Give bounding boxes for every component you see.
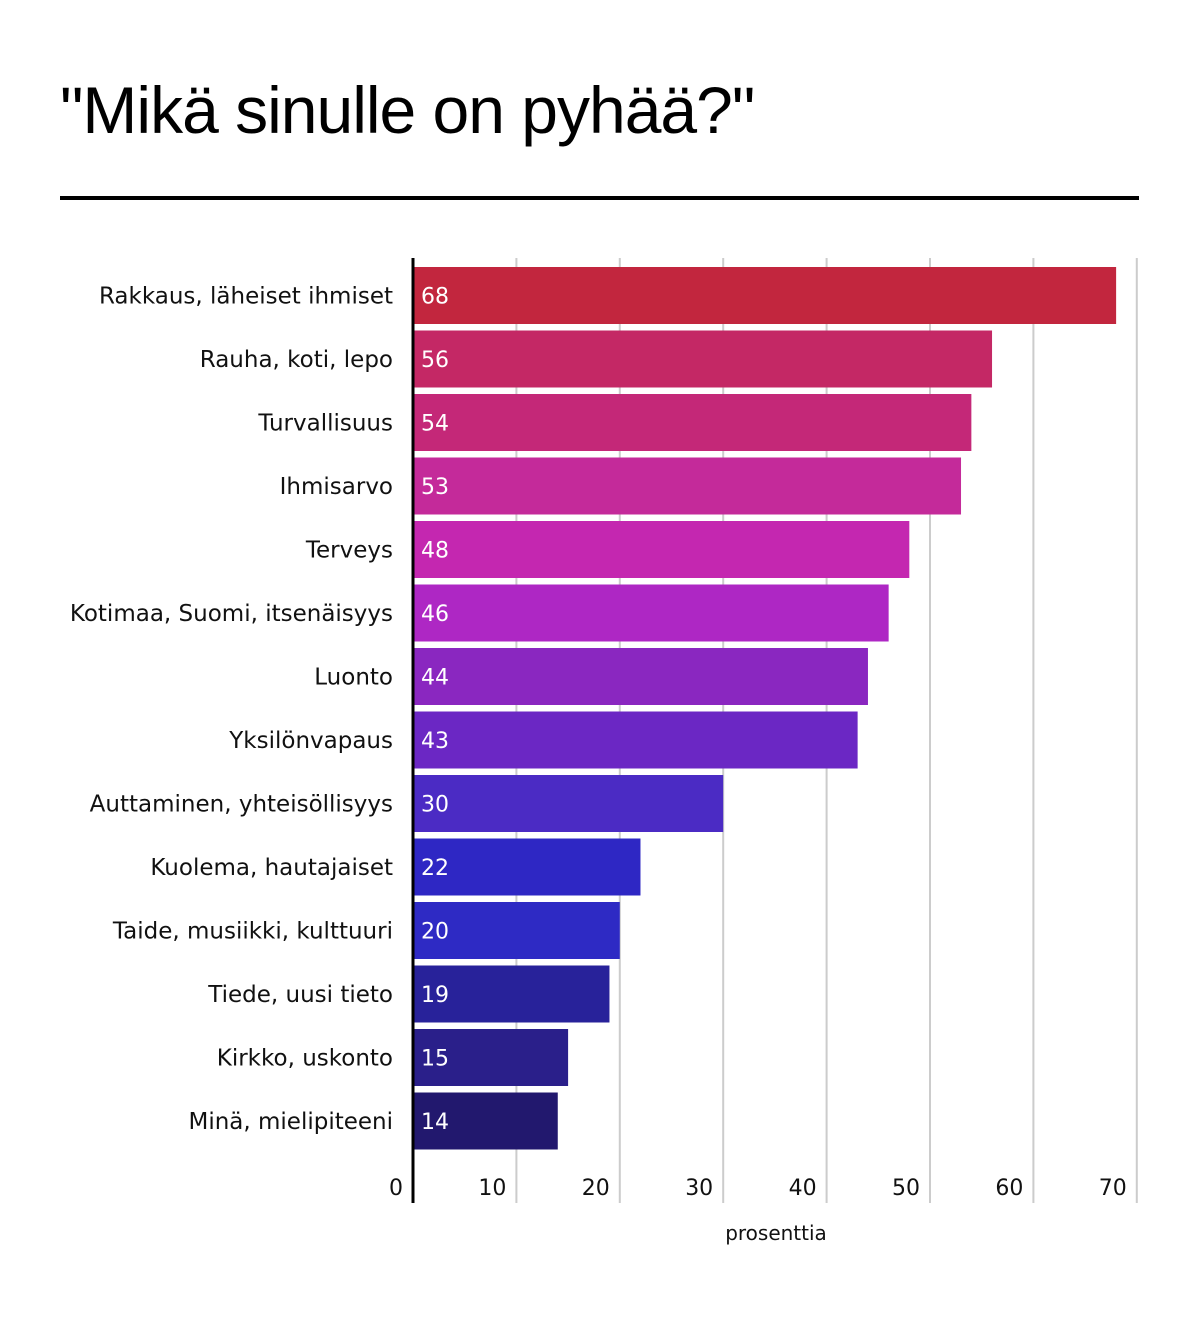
x-tick-label: 20	[582, 1176, 610, 1201]
data-label: 43	[421, 729, 449, 754]
bar	[413, 521, 910, 578]
bar	[413, 1029, 569, 1086]
x-tick-label: 40	[789, 1176, 817, 1201]
data-label: 30	[421, 793, 449, 818]
x-tick-label: 10	[478, 1176, 506, 1201]
bar	[413, 267, 1117, 324]
bar	[413, 330, 993, 388]
category-label: Taide, musiikki, kulttuuri	[112, 919, 393, 945]
bar	[413, 584, 889, 642]
data-label: 48	[421, 539, 449, 564]
x-tick-label: 70	[1099, 1176, 1127, 1201]
category-label: Kotimaa, Suomi, itsenäisyys	[70, 601, 393, 627]
x-axis-title: prosenttia	[725, 1221, 827, 1245]
x-tick-label: 0	[389, 1176, 403, 1201]
category-label: Tiede, uusi tieto	[207, 982, 393, 1008]
bar	[413, 838, 641, 896]
bar	[413, 1092, 558, 1150]
category-label: Yksilönvapaus	[228, 728, 393, 754]
bar	[413, 902, 620, 959]
data-label: 53	[421, 475, 449, 500]
category-label: Rakkaus, läheiset ihmiset	[99, 284, 393, 310]
category-label: Kuolema, hautajaiset	[150, 855, 393, 881]
bar	[413, 775, 724, 832]
category-label: Auttaminen, yhteisöllisyys	[90, 792, 393, 818]
data-label: 68	[421, 285, 449, 310]
category-label: Kirkko, uskonto	[217, 1046, 393, 1072]
bar	[413, 965, 610, 1023]
data-label: 44	[421, 666, 449, 691]
category-label: Rauha, koti, lepo	[200, 347, 393, 373]
x-tick-label: 60	[995, 1176, 1023, 1201]
bar-chart: 68 Rakkaus, läheiset ihmiset 56 Rauha, koti…	[70, 258, 1138, 1245]
category-label: Turvallisuus	[257, 411, 393, 437]
category-label: Luonto	[314, 665, 393, 691]
bar	[413, 457, 962, 515]
data-label: 20	[421, 920, 449, 945]
bar	[413, 648, 868, 705]
category-label: Ihmisarvo	[280, 474, 393, 500]
x-tick-label: 50	[892, 1176, 920, 1201]
bar	[413, 394, 972, 451]
data-label: 56	[421, 348, 449, 373]
data-label: 22	[421, 856, 449, 881]
chart-title: "Mikä sinulle on pyhää?"	[60, 73, 755, 147]
category-label: Terveys	[305, 538, 393, 564]
title-rule	[60, 196, 1139, 200]
x-tick-label: 30	[685, 1176, 713, 1201]
data-label: 54	[421, 412, 449, 437]
bar	[413, 711, 858, 769]
data-label: 15	[421, 1047, 449, 1072]
data-label: 19	[421, 983, 449, 1008]
category-label: Minä, mielipiteeni	[188, 1109, 393, 1135]
data-label: 46	[421, 602, 449, 627]
data-label: 14	[421, 1110, 449, 1135]
